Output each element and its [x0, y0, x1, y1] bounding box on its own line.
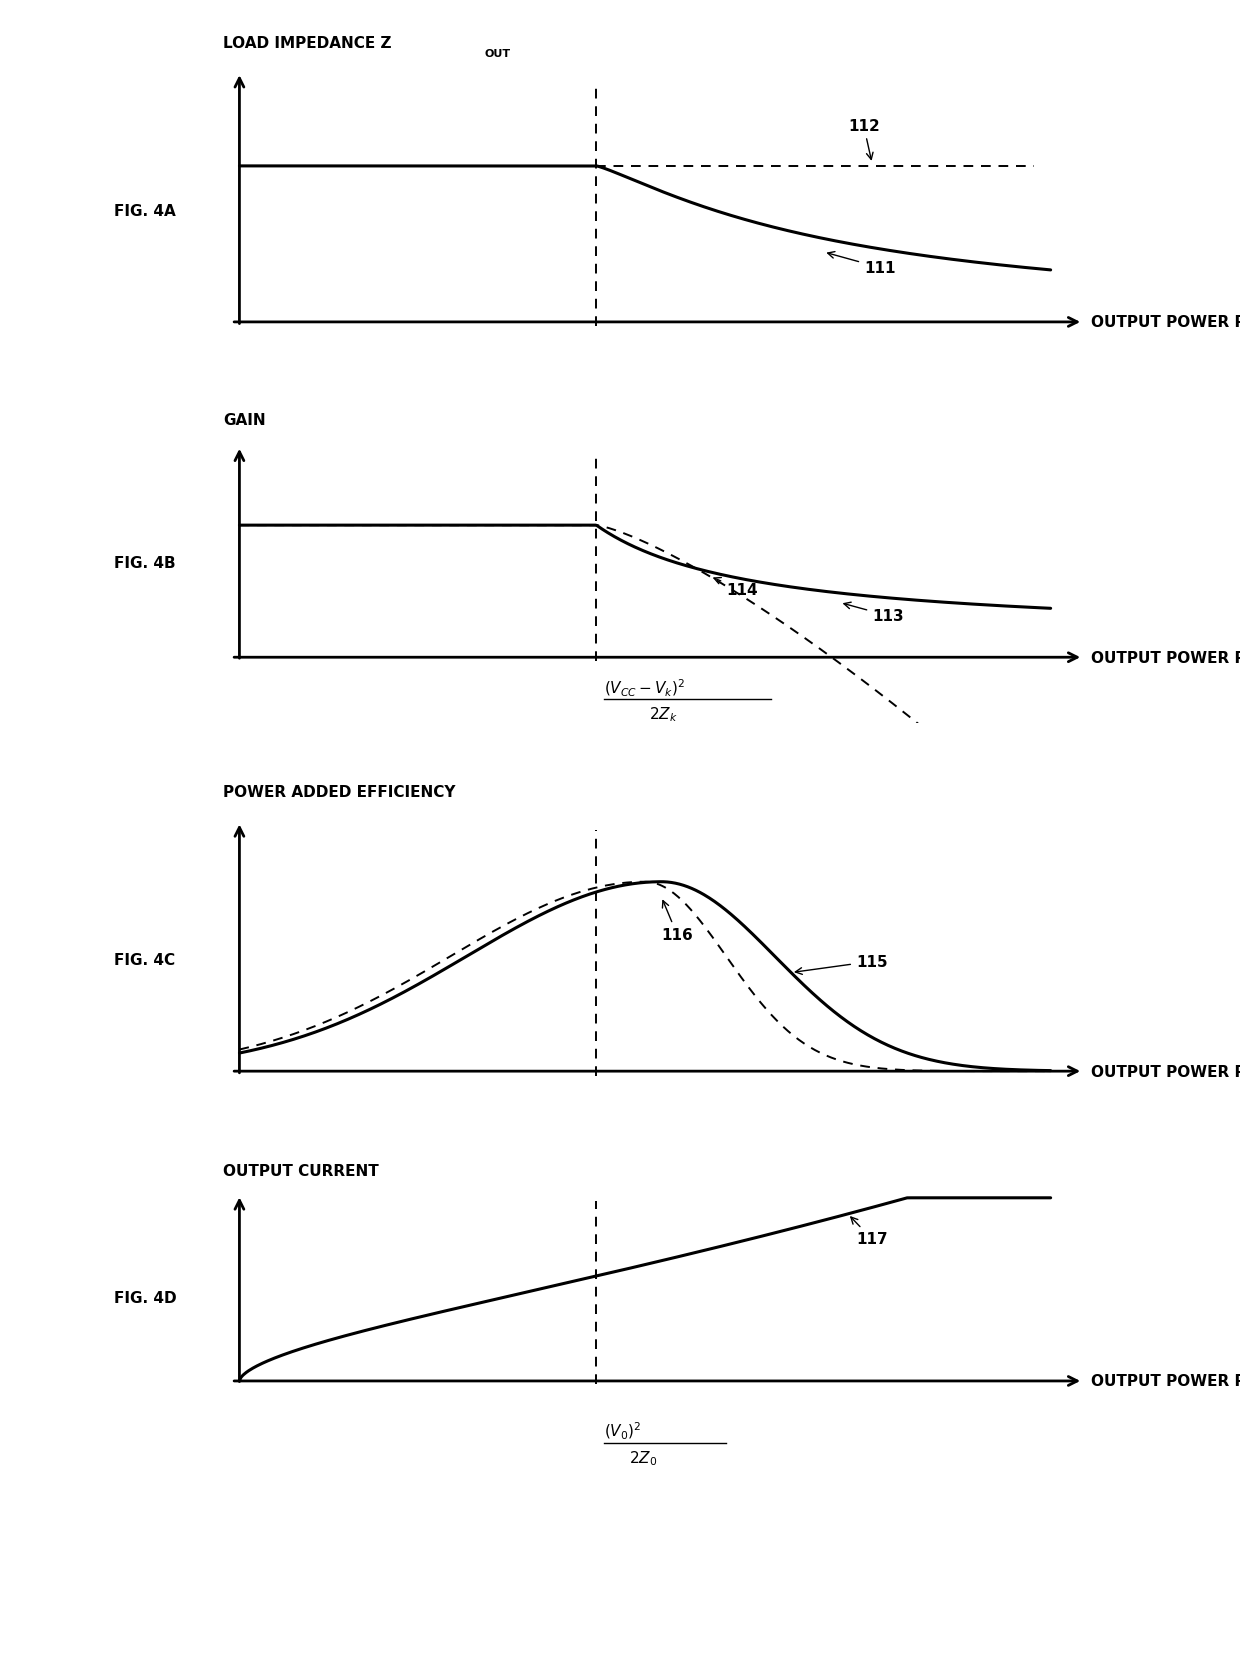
Text: 113: 113 — [844, 602, 904, 624]
Text: OUT: OUT — [485, 48, 511, 58]
Text: FIG. 4D: FIG. 4D — [114, 1290, 176, 1306]
Text: $2Z_k$: $2Z_k$ — [649, 706, 678, 724]
Text: OUTPUT POWER P: OUTPUT POWER P — [1091, 651, 1240, 666]
Text: $(V_{CC}-V_k)^2$: $(V_{CC}-V_k)^2$ — [604, 677, 686, 699]
Text: 111: 111 — [827, 253, 895, 276]
Text: GAIN: GAIN — [223, 413, 265, 428]
Text: $(V_0)^2$: $(V_0)^2$ — [604, 1421, 642, 1441]
Text: OUTPUT POWER P: OUTPUT POWER P — [1091, 314, 1240, 329]
Text: 116: 116 — [661, 902, 693, 942]
Text: OUTPUT POWER P: OUTPUT POWER P — [1091, 1373, 1240, 1389]
Text: FIG. 4A: FIG. 4A — [114, 205, 175, 220]
Text: LOAD IMPEDANCE Z: LOAD IMPEDANCE Z — [223, 37, 392, 52]
Text: 117: 117 — [851, 1218, 888, 1246]
Text: OUTPUT CURRENT: OUTPUT CURRENT — [223, 1163, 379, 1178]
Text: $2Z_0$: $2Z_0$ — [629, 1448, 657, 1468]
Text: POWER ADDED EFFICIENCY: POWER ADDED EFFICIENCY — [223, 785, 456, 800]
Text: 114: 114 — [714, 577, 758, 597]
Text: FIG. 4C: FIG. 4C — [114, 953, 175, 968]
Text: 112: 112 — [848, 120, 879, 160]
Text: 115: 115 — [795, 955, 888, 975]
Text: FIG. 4B: FIG. 4B — [114, 556, 175, 571]
Text: OUTPUT POWER P: OUTPUT POWER P — [1091, 1063, 1240, 1078]
